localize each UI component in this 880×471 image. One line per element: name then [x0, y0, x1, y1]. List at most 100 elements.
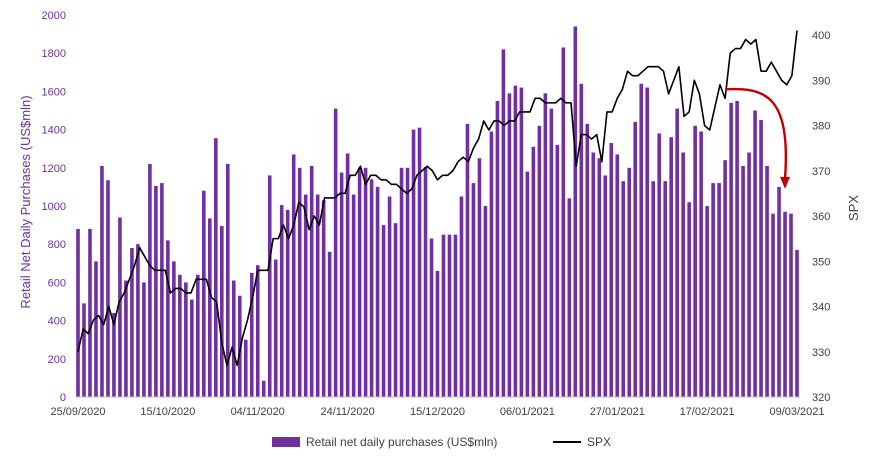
bar [225, 163, 230, 397]
bar [94, 261, 98, 397]
bar [711, 183, 715, 397]
bar [166, 240, 170, 397]
x-tick-label: 24/11/2020 [320, 406, 374, 418]
y-right-tick-label: 350 [812, 256, 830, 268]
bar [681, 152, 685, 397]
bar [789, 213, 793, 397]
bar [178, 274, 182, 397]
arrow-head [780, 176, 790, 189]
bar [657, 133, 661, 398]
x-tick-label: 06/01/2021 [500, 406, 555, 418]
bar [495, 100, 500, 397]
bar [483, 206, 488, 397]
bar [196, 274, 200, 397]
annotation-arrow [725, 87, 790, 189]
bar [471, 183, 476, 397]
bar [148, 163, 152, 397]
bar [597, 158, 602, 397]
bar [705, 206, 709, 397]
bar [735, 100, 739, 397]
bar [639, 83, 644, 397]
y-left-tick-label: 2000 [42, 10, 66, 22]
bar [519, 87, 524, 397]
bar [537, 125, 542, 397]
left-axis-title: Retail Net Daily Purchases (US$mln) [18, 95, 33, 308]
bar [417, 127, 422, 397]
bar [453, 234, 458, 397]
bar [783, 211, 787, 397]
y-left-tick-label: 1000 [42, 201, 66, 213]
bar [220, 226, 224, 397]
y-right-tick-label: 360 [812, 211, 830, 223]
bar [369, 179, 374, 397]
bar [591, 152, 596, 397]
bar [321, 200, 326, 397]
x-tick-label: 27/01/2021 [590, 406, 645, 418]
bar [255, 265, 260, 397]
bar [160, 183, 164, 397]
bar [184, 282, 188, 397]
bar [729, 102, 733, 398]
right-axis-title: SPX [846, 195, 861, 221]
bar [261, 380, 266, 397]
left-y-axis: 0 200 400 600 800 1000 1200 1400 1600 1800 2000 [42, 10, 66, 404]
bar [339, 172, 344, 397]
bar [279, 205, 284, 397]
bar [765, 165, 769, 397]
bar [699, 131, 703, 397]
bar [88, 228, 92, 397]
bar [106, 180, 110, 397]
bar [82, 303, 86, 397]
bar [333, 108, 338, 397]
bar [465, 123, 470, 398]
bar [633, 121, 638, 398]
bar [687, 202, 691, 397]
bar [759, 120, 763, 398]
bar [297, 167, 302, 397]
bar [531, 146, 536, 397]
bar [273, 259, 278, 397]
bar [315, 194, 320, 397]
bar [357, 167, 362, 397]
y-left-tick-label: 1200 [42, 163, 66, 175]
bar [627, 167, 632, 397]
arrow-shaft [725, 87, 788, 179]
bar [477, 158, 482, 397]
x-tick-label: 15/10/2020 [140, 406, 195, 418]
y-left-tick-label: 800 [48, 239, 66, 251]
legend-bar-label: Retail net daily purchases (US$mln) [306, 435, 497, 449]
bar [693, 125, 697, 397]
y-right-tick-label: 390 [812, 75, 830, 87]
bar-series [76, 26, 799, 398]
bar [609, 142, 614, 397]
bar [405, 167, 410, 397]
bar [237, 295, 242, 397]
bar [513, 85, 518, 398]
y-left-tick-label: 400 [48, 316, 66, 328]
bar [243, 339, 248, 397]
bar [747, 152, 751, 397]
x-axis: 25/09/2020 15/10/2020 04/11/2020 24/11/2020… [50, 396, 825, 418]
y-right-tick-label: 320 [812, 392, 830, 404]
y-left-tick-label: 600 [48, 277, 66, 289]
x-tick-label: 15/12/2020 [410, 406, 465, 418]
bar [285, 209, 290, 397]
x-tick-label: 25/09/2020 [50, 406, 105, 418]
bar [381, 225, 386, 397]
bar [741, 165, 745, 397]
bar [351, 194, 356, 397]
bar [645, 87, 650, 397]
bar [399, 167, 404, 397]
spx-line [77, 30, 798, 367]
bar [267, 175, 272, 397]
bar [753, 110, 757, 397]
x-tick-label: 17/02/2021 [680, 406, 735, 418]
bar [555, 144, 560, 397]
bar [214, 138, 218, 397]
bar [795, 249, 799, 397]
bar [291, 154, 296, 397]
bar [717, 183, 721, 397]
bar [363, 167, 368, 397]
bar [585, 123, 590, 398]
bar [249, 272, 254, 397]
